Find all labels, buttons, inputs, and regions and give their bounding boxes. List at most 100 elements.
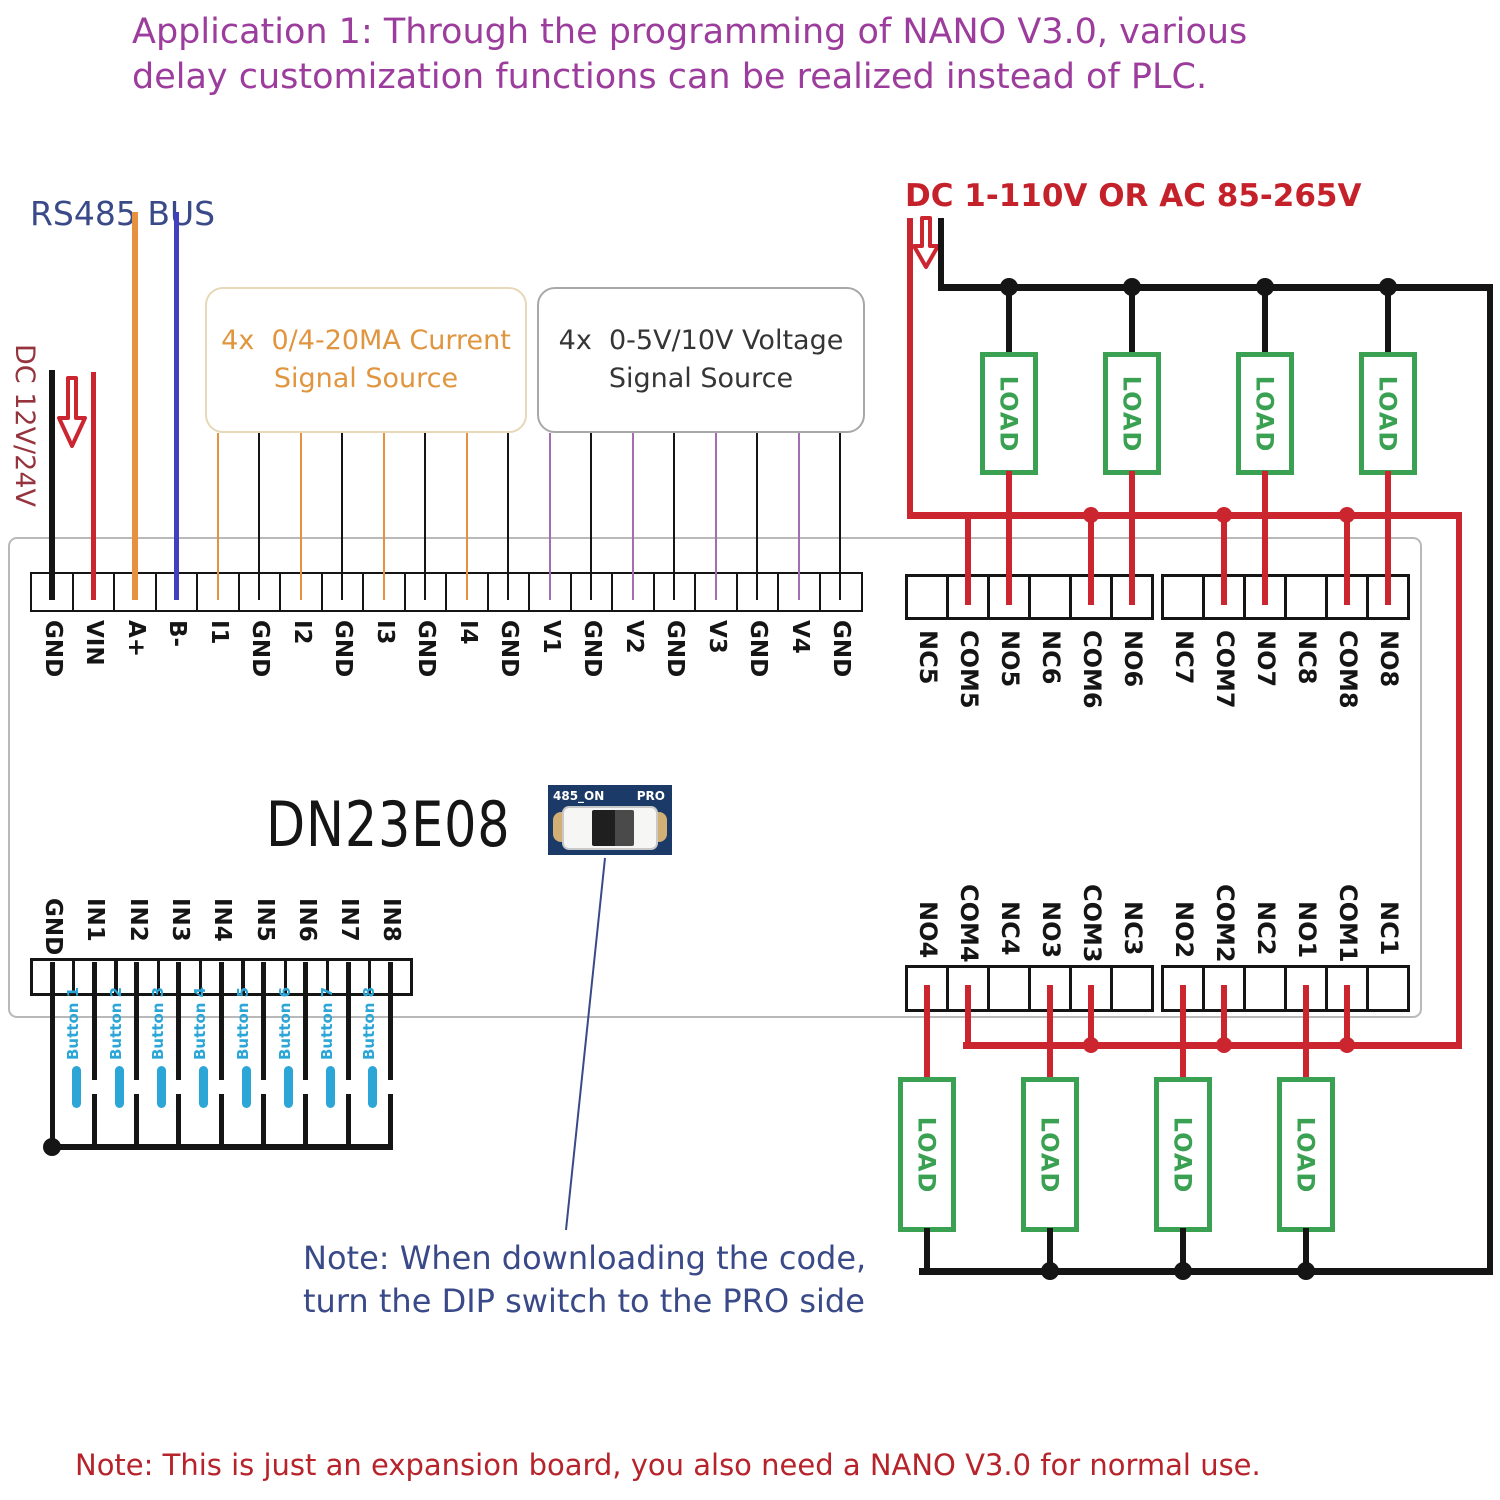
terminal-label-no6: NO6: [1118, 630, 1147, 688]
button-pill: [241, 1066, 251, 1108]
wire-no-to-load-3: [1046, 985, 1053, 1081]
terminal-label-in3-in3: IN3: [166, 898, 193, 943]
terminal-box-nc5: [905, 574, 949, 620]
wire-load-to-no5: [1005, 471, 1012, 605]
dip-switch-knob: [592, 810, 634, 846]
current-source-line2: Signal Source: [273, 363, 459, 394]
wire-gnd-13: [590, 433, 593, 600]
load-box: LOAD: [979, 352, 1038, 475]
wire-in4-upper: [218, 962, 224, 1080]
wire-in8-upper: [387, 962, 393, 1080]
wire-in3-lower: [176, 1094, 182, 1150]
wire-in5-upper: [261, 962, 266, 1080]
terminal-label-nc6: NC6: [1036, 630, 1065, 685]
terminal-label-nc7: NC7: [1169, 630, 1198, 685]
terminal-label-gnd-19: GND: [828, 620, 855, 678]
wire-a+-2: [132, 212, 138, 600]
current-source-box: 4x 0/4-20MA Current Signal Source: [205, 287, 527, 433]
wire-in6-upper: [303, 962, 309, 1080]
terminal-label-vin-1: VIN: [81, 620, 108, 666]
load-box: LOAD: [1358, 352, 1417, 475]
junction-dot-black: [1040, 1262, 1059, 1280]
junction-dot-black: [1173, 1262, 1192, 1280]
dip-pointer-line: [565, 857, 606, 1231]
dip-pro-label: PRO: [636, 789, 665, 803]
terminal-label-gnd-15: GND: [662, 620, 689, 678]
button-pill: [283, 1066, 293, 1108]
wire-com-to-bus-1: [1343, 985, 1350, 1048]
terminal-label-com7: COM7: [1210, 630, 1239, 709]
wire-in2-upper: [134, 962, 140, 1080]
terminal-label-gnd-13: GND: [579, 620, 606, 678]
red-com-bus-bottom: [963, 1041, 1462, 1049]
terminal-label-nc3: NC3: [1118, 901, 1147, 956]
wire-v1-12: [548, 433, 551, 600]
button-label: Button 6: [275, 986, 294, 1060]
wire-load-bottom-black-4: [923, 1228, 930, 1274]
black-power-feed: [938, 218, 944, 290]
red-com-bus-top: [907, 511, 1462, 519]
terminal-label-in1-in1: IN1: [82, 898, 109, 943]
terminal-label-gnd-11: GND: [496, 620, 523, 678]
button-label: Button 5: [233, 986, 252, 1060]
wire-load-bottom-black-2: [1179, 1228, 1186, 1274]
load-box: LOAD: [1276, 1077, 1335, 1232]
dip-switch: 485_ON PRO: [548, 785, 672, 855]
button-label: Button 7: [318, 986, 337, 1060]
down-arrow-icon: [912, 216, 940, 269]
load-box: LOAD: [1020, 1077, 1079, 1232]
load-label: LOAD: [1291, 1116, 1320, 1193]
terminal-box-nc6: [1028, 574, 1072, 620]
dip-note-line2: turn the DIP switch to the PRO side: [303, 1282, 865, 1320]
wire-no-to-load-1: [1302, 985, 1309, 1081]
terminal-label-nc1: NC1: [1374, 901, 1403, 956]
terminal-label-in8-in8: IN8: [378, 898, 405, 943]
wire-gnd-5: [258, 433, 261, 600]
wire-in5-lower: [261, 1094, 266, 1150]
dip-note: Note: When downloading the code, turn th…: [303, 1237, 866, 1323]
wire-bus-to-com8: [1343, 512, 1350, 605]
wire-load-top-black-2: [1128, 284, 1135, 356]
load-box: LOAD: [1235, 352, 1294, 475]
junction-dot-black: [1296, 1262, 1315, 1280]
wire-gnd-15: [673, 433, 676, 600]
wire-no-to-load-2: [1179, 985, 1186, 1081]
wire-i3-8: [382, 433, 385, 600]
terminal-box-nc3: [1110, 965, 1154, 1012]
red-power-feed: [907, 218, 913, 518]
terminal-label-nc8: NC8: [1292, 630, 1321, 685]
load-label: LOAD: [1035, 1116, 1064, 1193]
wire-com-to-bus-2: [1220, 985, 1227, 1048]
rs485-bus-label: RS485 BUS: [30, 194, 216, 233]
terminal-label-com3: COM3: [1077, 883, 1106, 963]
load-label: LOAD: [1250, 375, 1279, 452]
wire-load-to-no8: [1384, 471, 1391, 605]
terminal-label-v4-18: V4: [786, 620, 813, 654]
wire-b--3: [173, 212, 179, 600]
terminal-label-nc4: NC4: [995, 901, 1024, 956]
wire-load-top-black-1: [1005, 284, 1012, 356]
junction-dot-red: [1215, 1037, 1232, 1053]
terminal-label-in6-in6: IN6: [293, 898, 320, 943]
voltage-source-line1: 4x 0-5V/10V Voltage: [558, 325, 844, 356]
terminal-label-com4: COM4: [954, 883, 983, 963]
terminal-box-nc1: [1366, 965, 1410, 1012]
terminal-label-no5: NO5: [995, 630, 1024, 688]
black-return-bus-bottom: [919, 1267, 1493, 1275]
button-pill: [114, 1066, 124, 1108]
wire-in4-lower: [218, 1094, 224, 1150]
terminal-box-nc8: [1284, 574, 1328, 620]
wire-load-bottom-black-1: [1302, 1228, 1309, 1274]
wire-load-to-no7: [1261, 471, 1268, 605]
wire-com-to-bus-3: [1087, 985, 1094, 1048]
junction-dot-red: [1082, 507, 1099, 523]
wire-gnd-0: [49, 370, 55, 600]
load-label: LOAD: [1373, 375, 1402, 452]
voltage-source-line2: Signal Source: [608, 363, 794, 394]
load-label: LOAD: [1168, 1116, 1197, 1193]
terminal-label-in5-in5: IN5: [251, 898, 278, 943]
wire-in2-lower: [134, 1094, 140, 1150]
wire-bus-to-com6: [1087, 512, 1094, 605]
terminal-label-v1-12: V1: [537, 620, 564, 654]
